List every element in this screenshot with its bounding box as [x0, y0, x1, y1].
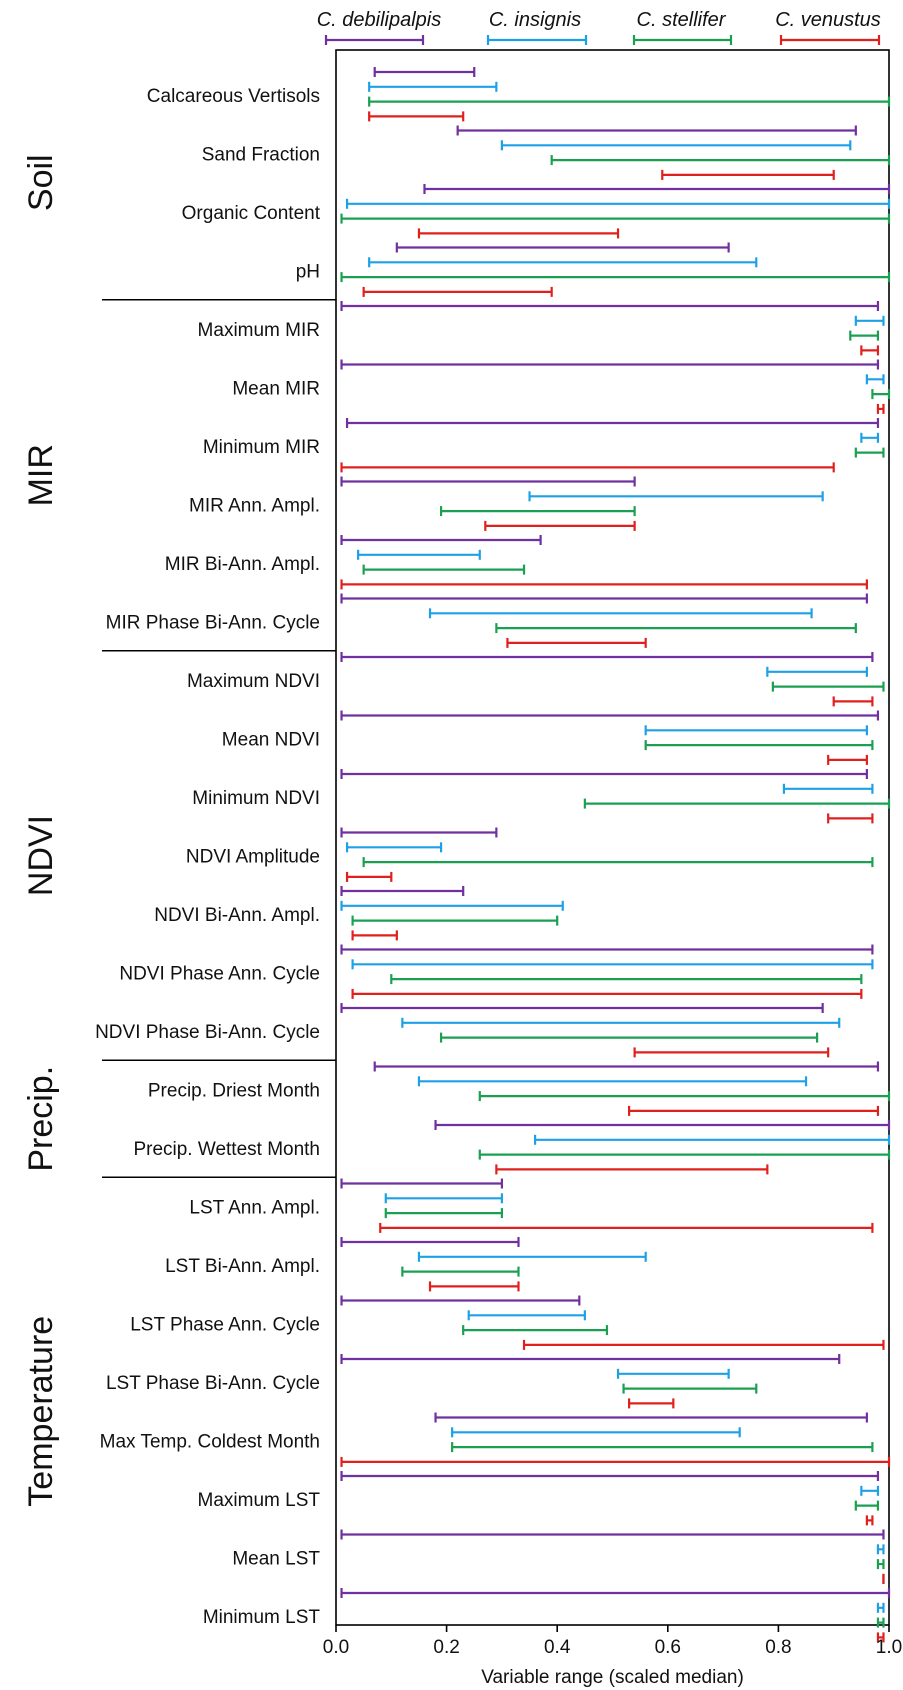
group-label: Temperature: [22, 1316, 60, 1507]
group-label: Precip.: [22, 1066, 60, 1172]
x-axis-title: Variable range (scaled median): [481, 1667, 744, 1688]
plot-border: [335, 49, 890, 1626]
variable-label: MIR Ann. Ampl.: [189, 496, 320, 517]
variable-label: Calcareous Vertisols: [147, 86, 320, 107]
variable-label: MIR Phase Bi-Ann. Cycle: [106, 613, 320, 634]
x-tick-label: 0.6: [655, 1637, 681, 1658]
x-tick-label: 0.0: [323, 1637, 349, 1658]
range-bars: [340, 67, 891, 1643]
variable-label: Minimum MIR: [203, 437, 320, 458]
group-labels: Soil MIR NDVI Precip. Temperature: [22, 154, 60, 1506]
variable-label: pH: [296, 262, 320, 283]
variable-label: NDVI Amplitude: [186, 847, 320, 868]
variable-label: Mean MIR: [232, 379, 320, 400]
variable-label: NDVI Bi-Ann. Ampl.: [154, 905, 320, 926]
legend-label: C. debilipalpis: [317, 9, 442, 31]
variable-label: LST Phase Bi-Ann. Cycle: [106, 1373, 320, 1394]
variable-label: LST Bi-Ann. Ampl.: [165, 1256, 320, 1277]
group-separators: [102, 298, 336, 1179]
variable-label: NDVI Phase Ann. Cycle: [119, 964, 320, 985]
variable-label: Precip. Driest Month: [148, 1081, 320, 1102]
group-label: NDVI: [22, 815, 60, 896]
legend-label: C. insignis: [489, 9, 581, 31]
variable-label: Mean NDVI: [222, 730, 320, 751]
variable-label: Precip. Wettest Month: [133, 1139, 320, 1160]
variable-label: Maximum MIR: [198, 320, 320, 341]
group-label: Soil: [22, 154, 60, 211]
legend: C. debilipalpis C. insignis C. stellifer C.…: [317, 9, 881, 45]
group-label: MIR: [22, 444, 60, 506]
variable-label: Max Temp. Coldest Month: [100, 1432, 320, 1453]
variable-label: LST Phase Ann. Cycle: [130, 1315, 320, 1336]
variable-labels: Calcareous Vertisols Sand Fraction Organic…: [95, 86, 321, 1628]
x-tick-label: 0.4: [544, 1637, 571, 1658]
variable-label: MIR Bi-Ann. Ampl.: [165, 554, 320, 575]
variable-label: Organic Content: [182, 203, 321, 224]
variable-label: Mean LST: [232, 1549, 320, 1570]
plot-frame: [335, 49, 890, 1626]
x-axis: 0.0 0.2 0.4 0.6 0.8 1.0: [323, 1625, 902, 1658]
variable-label: LST Ann. Ampl.: [189, 1198, 320, 1219]
legend-label: C. venustus: [775, 9, 881, 31]
variable-label: Minimum NDVI: [192, 788, 320, 809]
variable-label: Minimum LST: [203, 1607, 321, 1628]
variable-label: Maximum NDVI: [187, 671, 320, 692]
x-tick-label: 0.2: [433, 1637, 459, 1658]
legend-label: C. stellifer: [637, 9, 727, 31]
variable-label: Maximum LST: [198, 1490, 321, 1511]
variable-label: NDVI Phase Bi-Ann. Cycle: [95, 1022, 320, 1043]
x-tick-label: 1.0: [876, 1637, 902, 1658]
x-tick-label: 0.8: [765, 1637, 791, 1658]
variable-label: Sand Fraction: [202, 145, 320, 166]
